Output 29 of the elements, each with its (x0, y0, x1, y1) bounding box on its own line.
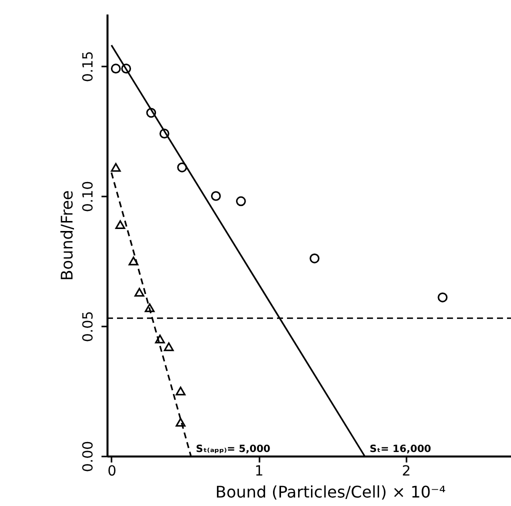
y-tick-label: 0.15 (80, 50, 96, 82)
point (134, 288, 144, 297)
point (121, 64, 132, 74)
point (128, 256, 138, 266)
point (176, 386, 186, 396)
x-tick-label: 2 (402, 464, 411, 480)
point (164, 342, 174, 352)
point (110, 163, 121, 172)
x-tick-label: 0 (107, 464, 116, 480)
point (115, 220, 126, 229)
y-tick-label: 0.10 (80, 180, 96, 212)
y-axis-title: Bound/Free (58, 190, 76, 281)
point (210, 191, 221, 201)
point (236, 196, 246, 206)
point (146, 108, 156, 118)
x-axis-title: Bound (Particles/Cell) × 10⁻⁴ (215, 482, 446, 502)
point (159, 128, 170, 139)
annotation: Sₜ= 16,000 (370, 444, 432, 455)
y-tick-label: 0.00 (80, 440, 96, 472)
point (438, 292, 448, 302)
x-tick-label: 1 (254, 464, 264, 480)
point (110, 64, 121, 74)
point (155, 334, 165, 344)
point (310, 253, 320, 264)
point (144, 303, 155, 312)
point (177, 162, 187, 172)
point (176, 418, 186, 427)
annotation: Sₜ₍ₐₚₚ₎= 5,000 (196, 444, 270, 455)
y-tick-label: 0.05 (80, 310, 96, 342)
